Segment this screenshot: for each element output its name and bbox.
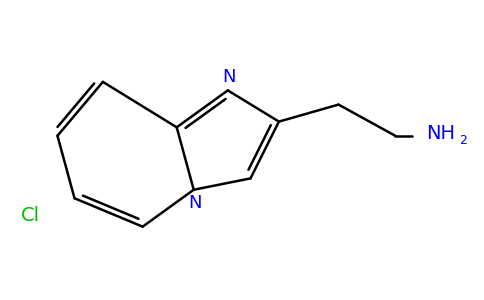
Text: Cl: Cl: [20, 206, 40, 225]
Text: N: N: [222, 68, 236, 86]
Text: N: N: [188, 194, 202, 212]
Text: NH: NH: [426, 124, 455, 143]
Text: 2: 2: [459, 134, 468, 147]
